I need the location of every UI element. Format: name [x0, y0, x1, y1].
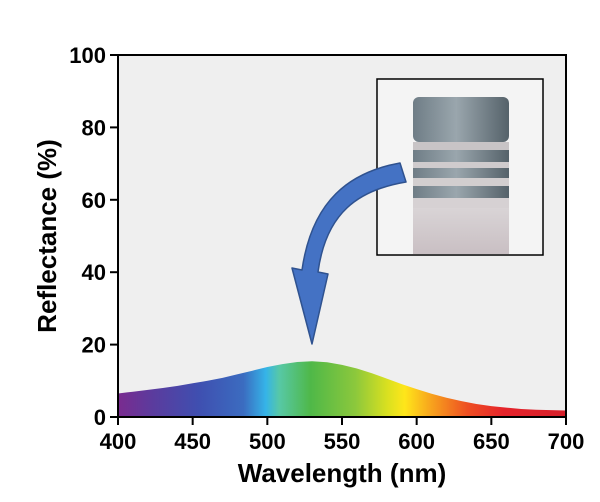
y-tick-label: 20: [82, 333, 106, 358]
y-axis-title: Reflectance (%): [32, 139, 62, 333]
sample-gap-2: [413, 162, 509, 168]
y-tick-label: 0: [94, 405, 106, 430]
x-tick-label: 400: [100, 429, 137, 454]
x-axis-title: Wavelength (nm): [238, 458, 446, 488]
x-tick-label: 650: [473, 429, 510, 454]
reflectance-area: [118, 361, 566, 417]
sample-gap-1: [413, 142, 509, 150]
sample-top-band: [413, 97, 509, 142]
y-tick-label: 40: [82, 260, 106, 285]
x-tick-label: 450: [174, 429, 211, 454]
curved-arrow: [291, 162, 407, 345]
inset-photo: [376, 78, 544, 256]
y-axis: 0 20 40 60 80 100: [69, 43, 118, 430]
y-tick-label: 100: [69, 43, 106, 68]
sample-stripe-3: [413, 186, 509, 198]
x-axis: 400 450 500 550 600 650 700: [100, 417, 585, 454]
sample-stripe-2: [413, 168, 509, 178]
sample-gap-4: [413, 198, 509, 208]
y-tick-label: 60: [82, 188, 106, 213]
sample-base: [413, 208, 509, 254]
x-tick-label: 500: [249, 429, 286, 454]
x-tick-label: 600: [398, 429, 435, 454]
y-tick-label: 80: [82, 115, 106, 140]
sample-stripe-1: [413, 150, 509, 162]
x-tick-label: 550: [324, 429, 361, 454]
x-tick-label: 700: [548, 429, 585, 454]
sample-gap-3: [413, 178, 509, 186]
